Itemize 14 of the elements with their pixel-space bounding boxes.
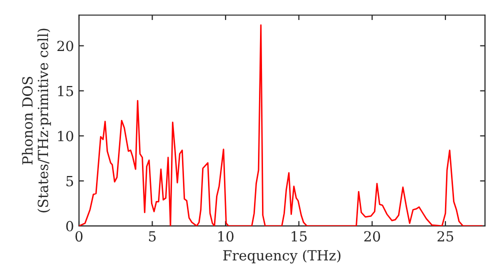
x-tick-label: 20 bbox=[364, 231, 380, 242]
x-tick-label: 5 bbox=[149, 231, 156, 242]
y-tick-label: 10 bbox=[58, 130, 74, 142]
y-tick-label: 15 bbox=[58, 86, 74, 96]
x-axis-title: Frequency (THz) bbox=[223, 250, 340, 264]
y-tick-label: 5 bbox=[66, 176, 74, 186]
y-tick-label: 0 bbox=[66, 220, 74, 232]
x-tick-label: 15 bbox=[292, 231, 307, 242]
x-tick-label: 10 bbox=[218, 231, 234, 242]
y-tick-label: 20 bbox=[57, 40, 74, 52]
x-tick-label: 25 bbox=[438, 231, 454, 242]
line-series bbox=[79, 24, 483, 226]
x-tick-label: 0 bbox=[75, 231, 82, 242]
y-axis-title: Phonon DOS (States/THz·primitive cell) bbox=[22, 28, 51, 212]
